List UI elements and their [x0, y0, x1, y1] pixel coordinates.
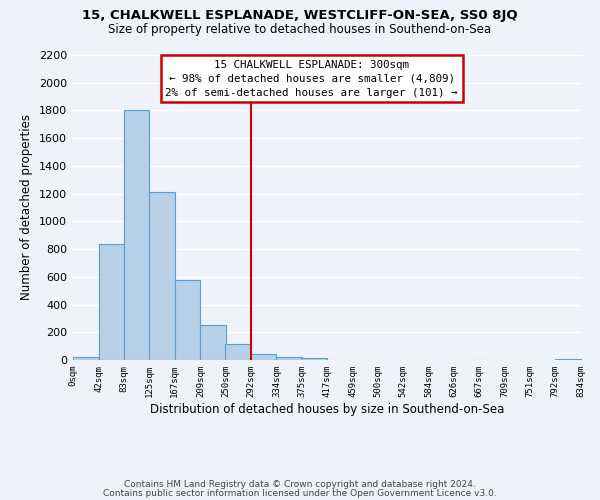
Text: Contains public sector information licensed under the Open Government Licence v3: Contains public sector information licen… — [103, 488, 497, 498]
Bar — [251, 354, 277, 360]
Bar — [226, 344, 251, 360]
Y-axis label: Number of detached properties: Number of detached properties — [20, 114, 34, 300]
Bar — [73, 357, 99, 360]
Text: 15, CHALKWELL ESPLANADE, WESTCLIFF-ON-SEA, SS0 8JQ: 15, CHALKWELL ESPLANADE, WESTCLIFF-ON-SE… — [82, 9, 518, 22]
Bar — [301, 358, 327, 360]
Bar — [99, 244, 124, 360]
Bar — [124, 110, 149, 360]
Bar — [149, 192, 175, 360]
Text: Size of property relative to detached houses in Southend-on-Sea: Size of property relative to detached ho… — [109, 22, 491, 36]
X-axis label: Distribution of detached houses by size in Southend-on-Sea: Distribution of detached houses by size … — [150, 402, 504, 415]
Bar — [175, 280, 200, 360]
Text: 15 CHALKWELL ESPLANADE: 300sqm
← 98% of detached houses are smaller (4,809)
2% o: 15 CHALKWELL ESPLANADE: 300sqm ← 98% of … — [166, 60, 458, 98]
Bar — [277, 357, 302, 360]
Bar — [200, 324, 226, 360]
Text: Contains HM Land Registry data © Crown copyright and database right 2024.: Contains HM Land Registry data © Crown c… — [124, 480, 476, 489]
